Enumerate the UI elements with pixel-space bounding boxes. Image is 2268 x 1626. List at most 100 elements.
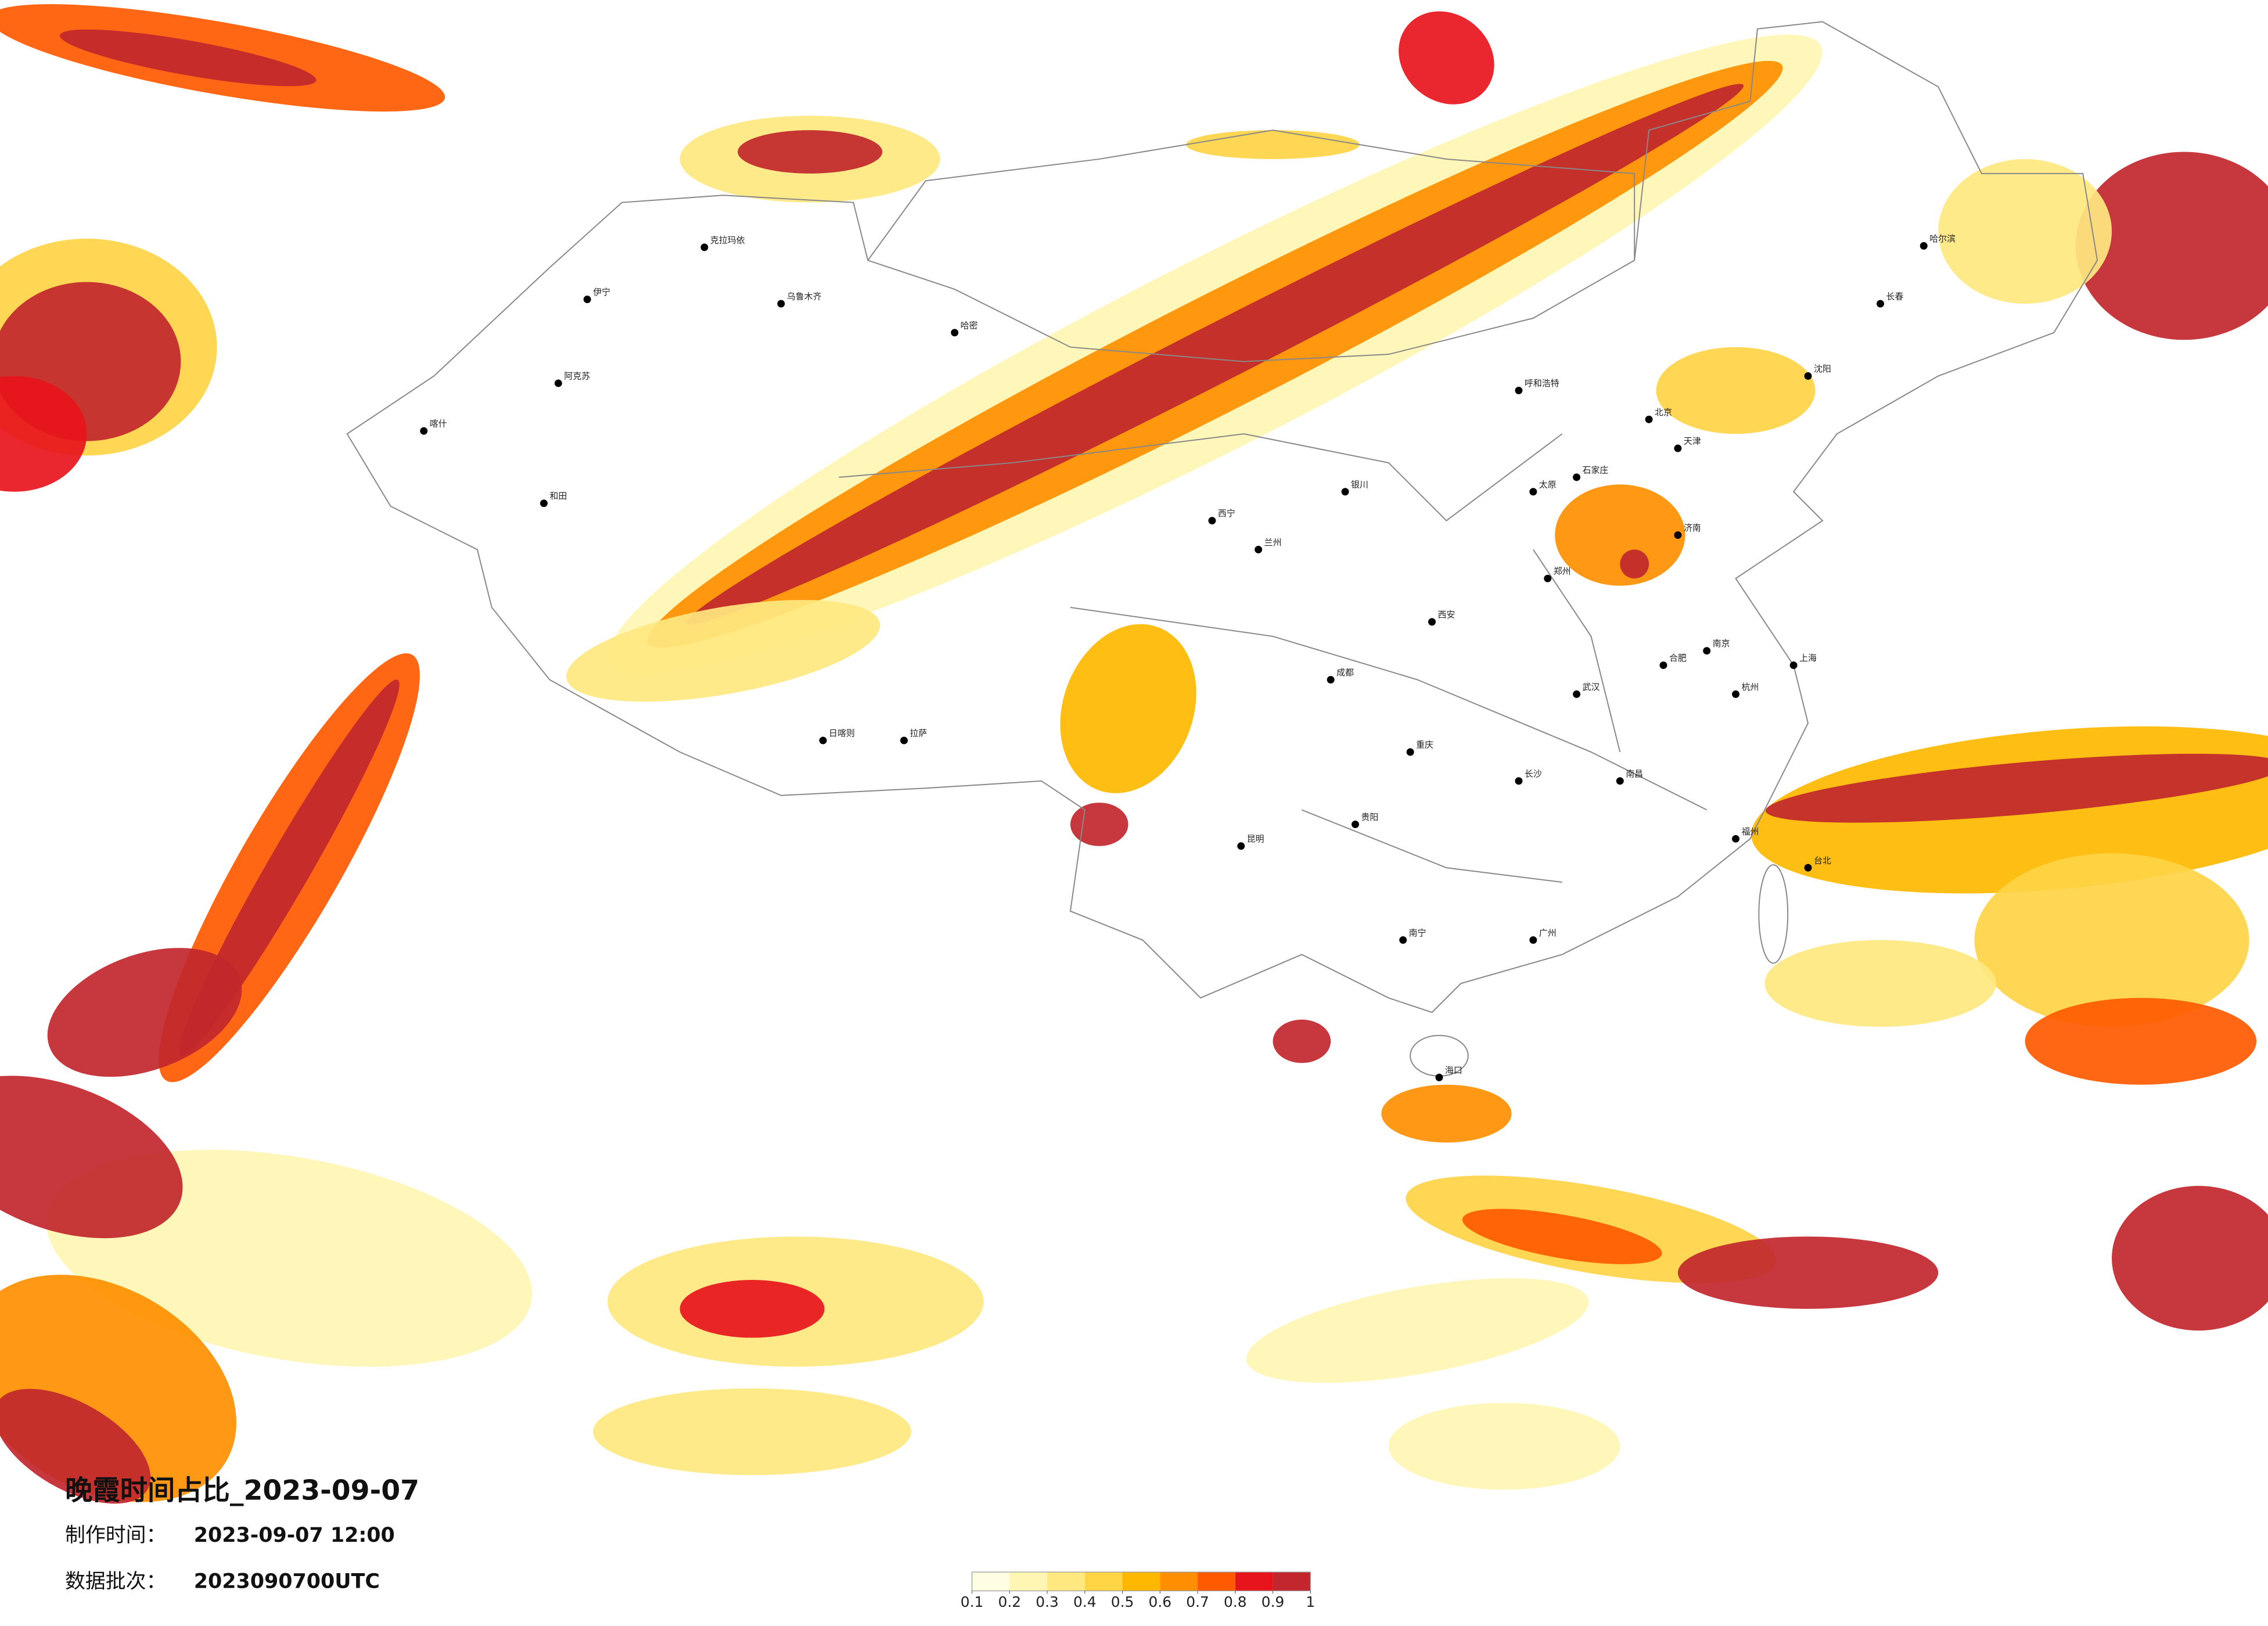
- legend-swatch: [1047, 1572, 1085, 1591]
- heat-blob: [1555, 484, 1685, 586]
- heat-blob: [1656, 347, 1816, 434]
- city-marker: [1732, 834, 1739, 843]
- city-marker: [1529, 488, 1537, 496]
- heat-blob: [1938, 159, 2112, 304]
- city-marker: [554, 379, 562, 387]
- city-label: 呼和浩特: [1525, 378, 1559, 388]
- legend-tick-label: 0.3: [1036, 1593, 1059, 1610]
- legend-swatch: [1198, 1572, 1235, 1591]
- city-label: 长沙: [1525, 768, 1542, 779]
- heat-field: [0, 4, 2268, 1504]
- heat-blob: [47, 948, 242, 1077]
- heat-blob: [2025, 998, 2257, 1085]
- heat-blob: [179, 679, 400, 1056]
- city-label: 乌鲁木齐: [787, 292, 822, 302]
- heat-blob: [1246, 1278, 1589, 1383]
- city-label: 南昌: [1626, 768, 1643, 779]
- city-label: 长春: [1886, 292, 1904, 302]
- city-marker: [1573, 690, 1581, 698]
- heat-blob: [1677, 1236, 1939, 1309]
- borders: [346, 21, 2098, 1077]
- meta-label: 数据批次：: [65, 1570, 166, 1593]
- legend-tick-label: 0.4: [1073, 1593, 1097, 1610]
- heat-blob: [2075, 152, 2268, 340]
- city-marker: [1237, 842, 1245, 850]
- city-label: 杭州: [1741, 682, 1759, 692]
- legend-tick-label: 0.9: [1261, 1593, 1285, 1610]
- city-marker: [1732, 690, 1739, 698]
- city-label: 北京: [1655, 407, 1672, 418]
- heat-blob: [1273, 1019, 1331, 1063]
- city-label: 喀什: [430, 419, 447, 429]
- city-marker: [900, 736, 908, 744]
- city-marker: [1920, 242, 1928, 250]
- city-marker: [1616, 777, 1624, 785]
- city-marker: [1327, 676, 1335, 684]
- legend-frame: [971, 1571, 1311, 1592]
- city-label: 南京: [1713, 638, 1730, 649]
- city-label: 昆明: [1247, 833, 1264, 844]
- heat-blob: [1381, 1084, 1512, 1143]
- heat-blob: [1766, 753, 2268, 823]
- legend-tick-label: 0.8: [1224, 1593, 1247, 1610]
- heat-blob: [1620, 549, 1649, 579]
- city-marker: [1804, 372, 1812, 380]
- city-marker: [1544, 574, 1552, 582]
- city-label: 日喀则: [829, 728, 855, 739]
- city-marker: [700, 243, 709, 251]
- island-border: [1758, 864, 1789, 964]
- city-marker: [1399, 936, 1407, 944]
- heat-blob: [738, 130, 883, 174]
- heat-blob: [566, 600, 880, 702]
- city-label: 济南: [1684, 523, 1701, 533]
- heat-blob: [1399, 11, 1494, 105]
- city-marker: [1804, 864, 1812, 872]
- heat-blob: [593, 1388, 911, 1476]
- meta-value: 2023-09-07 12:00: [194, 1524, 395, 1547]
- city-label: 银川: [1351, 479, 1368, 490]
- heat-blob: [1974, 853, 2249, 1027]
- city-marker: [1674, 444, 1682, 452]
- city-label: 郑州: [1554, 566, 1571, 577]
- city-label: 合肥: [1669, 653, 1687, 663]
- city-marker: [1703, 647, 1711, 655]
- city-marker: [819, 736, 827, 744]
- city-label: 拉萨: [910, 728, 927, 739]
- meta-label: 制作时间：: [65, 1524, 166, 1547]
- city-marker: [1435, 1073, 1443, 1081]
- city-marker: [540, 499, 548, 508]
- city-label: 哈尔滨: [1929, 233, 1956, 244]
- legend-tick-label: 0.5: [1111, 1593, 1134, 1610]
- city-marker: [1674, 531, 1682, 539]
- heat-blob: [1186, 130, 1360, 159]
- city-label: 台北: [1814, 855, 1831, 866]
- city-marker: [1659, 661, 1667, 670]
- heat-blob: [680, 1280, 825, 1338]
- city-marker: [1515, 777, 1523, 785]
- city-marker: [1645, 415, 1653, 423]
- heat-blob: [59, 29, 317, 87]
- city-label: 天津: [1684, 436, 1701, 447]
- city-label: 和田: [549, 491, 567, 501]
- city-label: 石家庄: [1583, 465, 1609, 475]
- legend: 0.1 0.2 0.3 0.4 0.5 0.6 0.7 0.8 0.9 1: [961, 1571, 1315, 1610]
- city-label: 伊宁: [593, 287, 610, 297]
- city-marker: [1406, 748, 1414, 756]
- meta-value: 2023090700UTC: [194, 1570, 380, 1593]
- city-label: 阿克苏: [564, 370, 590, 381]
- heat-blob: [1388, 1402, 1620, 1490]
- heat-blob: [0, 376, 87, 492]
- legend-tick-label: 0.6: [1149, 1593, 1172, 1610]
- city-marker: [777, 300, 785, 308]
- map-title: 晚霞时间占比_2023-09-07: [65, 1475, 419, 1507]
- legend-tick-label: 1: [1306, 1593, 1315, 1610]
- heat-blob: [1764, 940, 1996, 1027]
- city-marker: [1255, 545, 1263, 553]
- neighbor-border: [839, 129, 1708, 883]
- city-label: 重庆: [1416, 740, 1433, 750]
- legend-tick-label: 0.1: [961, 1593, 984, 1610]
- city-marker: [1877, 300, 1885, 308]
- city-label: 成都: [1336, 667, 1354, 678]
